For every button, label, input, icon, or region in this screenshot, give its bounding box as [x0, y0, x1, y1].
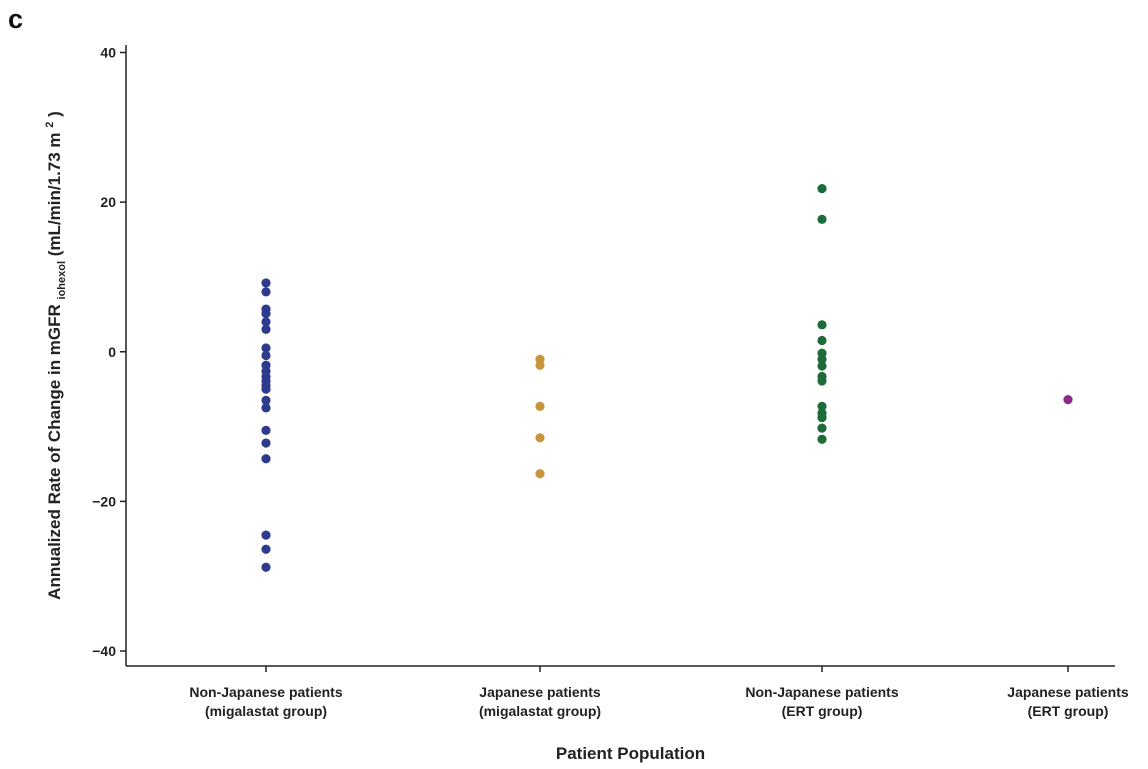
x-category-label: (ERT group): [782, 703, 863, 719]
data-point: [261, 454, 271, 464]
panel-label: c: [8, 4, 24, 34]
data-point: [261, 384, 271, 394]
x-ticks: Non-Japanese patients (migalastat group) J…: [189, 666, 1129, 719]
data-point: [261, 403, 271, 413]
data-point: [817, 184, 827, 194]
x-category-label: Japanese patients: [1007, 684, 1129, 700]
data-point: [817, 434, 827, 444]
y-axis-title-unit-sup: 2: [44, 122, 56, 128]
data-points: [261, 184, 1073, 572]
x-category-label: Non-Japanese patients: [189, 684, 342, 700]
x-category-label: Japanese patients: [479, 684, 601, 700]
data-point: [817, 423, 827, 433]
y-axis-title-subscript: iohexol: [56, 261, 68, 300]
data-point: [261, 343, 271, 353]
x-category-label: (ERT group): [1028, 703, 1109, 719]
data-point: [261, 425, 271, 435]
data-point: [535, 433, 545, 443]
data-point: [817, 214, 827, 224]
data-point: [261, 350, 271, 361]
data-point: [535, 469, 545, 479]
data-point: [261, 309, 271, 319]
data-point: [261, 317, 271, 327]
x-category-label: (migalastat group): [479, 703, 601, 719]
data-point: [817, 354, 827, 364]
data-point: [261, 438, 271, 448]
data-point: [817, 320, 827, 330]
data-point: [535, 360, 545, 370]
data-point: [817, 376, 827, 386]
y-tick-label: 0: [108, 344, 116, 360]
data-point: [817, 413, 827, 423]
y-tick-label: −20: [92, 493, 116, 509]
x-category-label: (migalastat group): [205, 703, 327, 719]
y-tick-label: 40: [100, 44, 116, 60]
data-point: [261, 278, 271, 288]
data-point: [535, 401, 545, 411]
y-axis-title-main: Annualized Rate of Change in mGFR: [45, 304, 64, 600]
x-category-label: Non-Japanese patients: [745, 684, 898, 700]
data-point: [261, 395, 271, 405]
data-point: [261, 530, 271, 540]
y-tick-label: −40: [92, 643, 116, 659]
data-point: [1063, 395, 1073, 405]
x-axis-title: Patient Population: [556, 744, 705, 763]
y-ticks: −40 −20 0 20 40: [92, 44, 126, 659]
y-axis-title-unit: (mL/min/1.73 m: [45, 132, 64, 256]
data-point: [817, 335, 827, 346]
data-point: [261, 287, 271, 297]
data-point: [817, 401, 827, 411]
data-point: [261, 544, 271, 554]
axes: [125, 45, 1115, 667]
y-axis-title: Annualized Rate of Change in mGFR iohexo…: [38, 111, 69, 600]
data-point: [261, 562, 271, 572]
y-axis-title-unit-close: ): [45, 111, 64, 117]
data-point: [817, 361, 827, 371]
y-tick-label: 20: [100, 194, 116, 210]
data-point: [261, 324, 271, 334]
